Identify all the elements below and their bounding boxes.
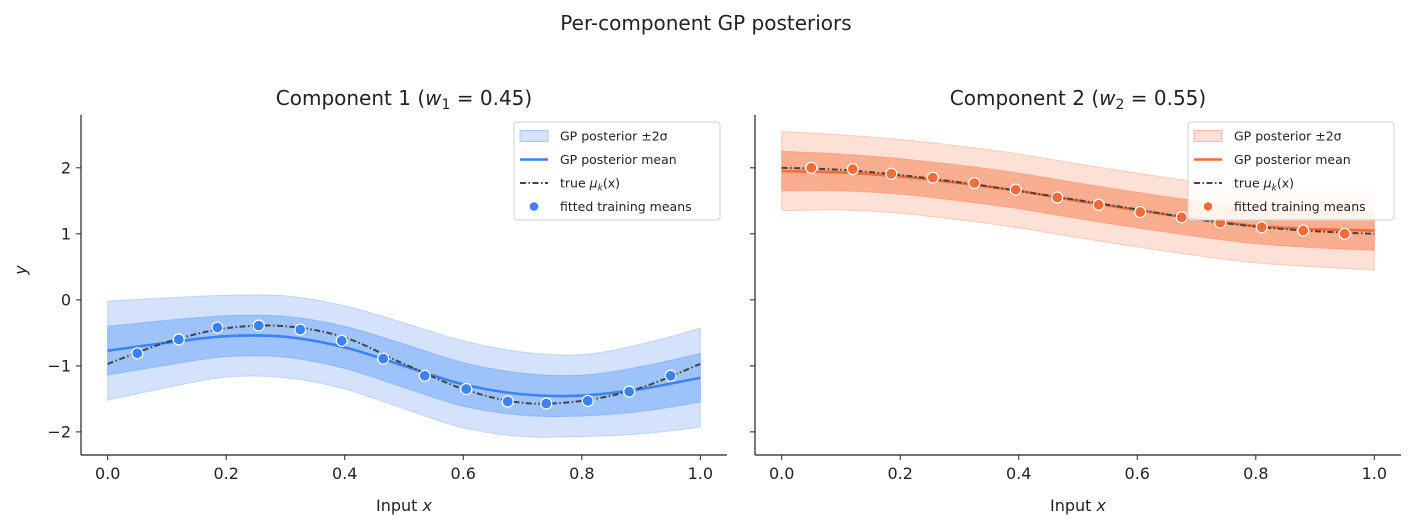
y-tick-label: 2	[61, 158, 71, 177]
legend-entry-label: GP posterior mean	[1234, 152, 1351, 167]
training-mean-point	[252, 319, 265, 332]
x-axis-label: Input x	[376, 496, 433, 515]
training-mean-point	[926, 171, 939, 184]
x-tick-label: 0.2	[213, 464, 238, 483]
training-mean-point	[664, 369, 677, 382]
training-mean-point	[1051, 191, 1064, 204]
legend-entry-label: fitted training means	[1234, 199, 1366, 214]
training-mean-point	[1092, 198, 1105, 211]
x-axis-label: Input x	[1050, 496, 1107, 515]
y-tick-label: −1	[47, 356, 71, 375]
training-mean-point	[1175, 211, 1188, 224]
training-mean-point	[1297, 224, 1310, 237]
training-mean-point	[846, 163, 859, 176]
x-tick-label: 0.8	[1243, 464, 1268, 483]
training-mean-point	[968, 176, 981, 190]
y-axis-label: y	[11, 265, 30, 276]
legend-entry-label: fitted training means	[560, 199, 692, 214]
training-mean-point	[540, 397, 553, 410]
legend-entry-label: true μk(x)	[1234, 176, 1294, 194]
training-mean-point	[885, 167, 898, 180]
panel-component-2: 0.0 0.2 0.4 0.6 0.8 1.0 Input x Component 2 (w2…	[750, 86, 1401, 515]
legend-band-swatch	[519, 130, 549, 142]
x-tick-label: 0.6	[451, 464, 476, 483]
plot-area	[107, 294, 701, 438]
training-mean-point	[211, 321, 224, 334]
legend-frame	[513, 121, 721, 221]
legend-marker-swatch	[1202, 201, 1214, 212]
training-mean-point	[581, 394, 594, 407]
y-tick-label: 0	[61, 290, 71, 309]
legend-entry-label: GP posterior ±2σ	[560, 129, 668, 144]
legend-frame	[1187, 121, 1395, 221]
legend: GP posterior ±2σ GP posterior mean true μk…	[513, 121, 721, 221]
panel-component-1: 0.0 0.2 0.4 0.6 0.8 1.0 −2 −1 0 1 2 Input x y Compone…	[11, 86, 727, 515]
posterior-mean-line	[781, 169, 1375, 232]
x-tick-label: 1.0	[688, 464, 713, 483]
training-mean-point	[623, 385, 636, 398]
training-mean-point	[377, 352, 390, 365]
training-mean-point	[172, 333, 185, 346]
x-tick-label: 0.0	[95, 464, 120, 483]
legend: GP posterior ±2σ GP posterior mean true μk…	[1187, 121, 1395, 221]
y-tick-label: −2	[47, 422, 71, 441]
legend-band-swatch	[1193, 130, 1223, 142]
x-tick-label: 0.2	[887, 464, 912, 483]
x-tick-label: 0.8	[569, 464, 594, 483]
training-mean-point	[418, 369, 431, 382]
legend-entry-label: true μk(x)	[560, 176, 620, 194]
panel-title: Component 2 (w2 = 0.55)	[950, 86, 1206, 113]
legend-entry-label: GP posterior ±2σ	[1234, 129, 1342, 144]
x-tick-label: 0.0	[769, 464, 794, 483]
x-tick-label: 1.0	[1362, 464, 1387, 483]
plot-area	[781, 130, 1375, 271]
training-mean-point	[131, 347, 144, 360]
figure-suptitle: Per-component GP posteriors	[560, 11, 851, 35]
training-mean-point	[805, 161, 818, 174]
training-mean-point	[294, 323, 307, 336]
true-mean-curve	[781, 166, 1375, 235]
legend-marker-swatch	[528, 201, 540, 212]
x-tick-label: 0.4	[1006, 464, 1031, 483]
panel-title: Component 1 (w1 = 0.45)	[276, 86, 532, 113]
true-mean-curve	[107, 324, 701, 405]
posterior-mean-line	[107, 334, 701, 398]
training-mean-point	[1134, 205, 1147, 219]
training-mean-point	[460, 382, 473, 396]
x-tick-label: 0.6	[1125, 464, 1150, 483]
training-mean-point	[1255, 221, 1268, 234]
training-mean-point	[501, 395, 514, 408]
training-mean-point	[335, 334, 348, 347]
y-tick-label: 1	[61, 224, 71, 243]
legend-entry-label: GP posterior mean	[560, 152, 677, 167]
training-mean-point	[1009, 183, 1022, 196]
training-mean-point	[1338, 227, 1351, 240]
x-tick-label: 0.4	[332, 464, 357, 483]
